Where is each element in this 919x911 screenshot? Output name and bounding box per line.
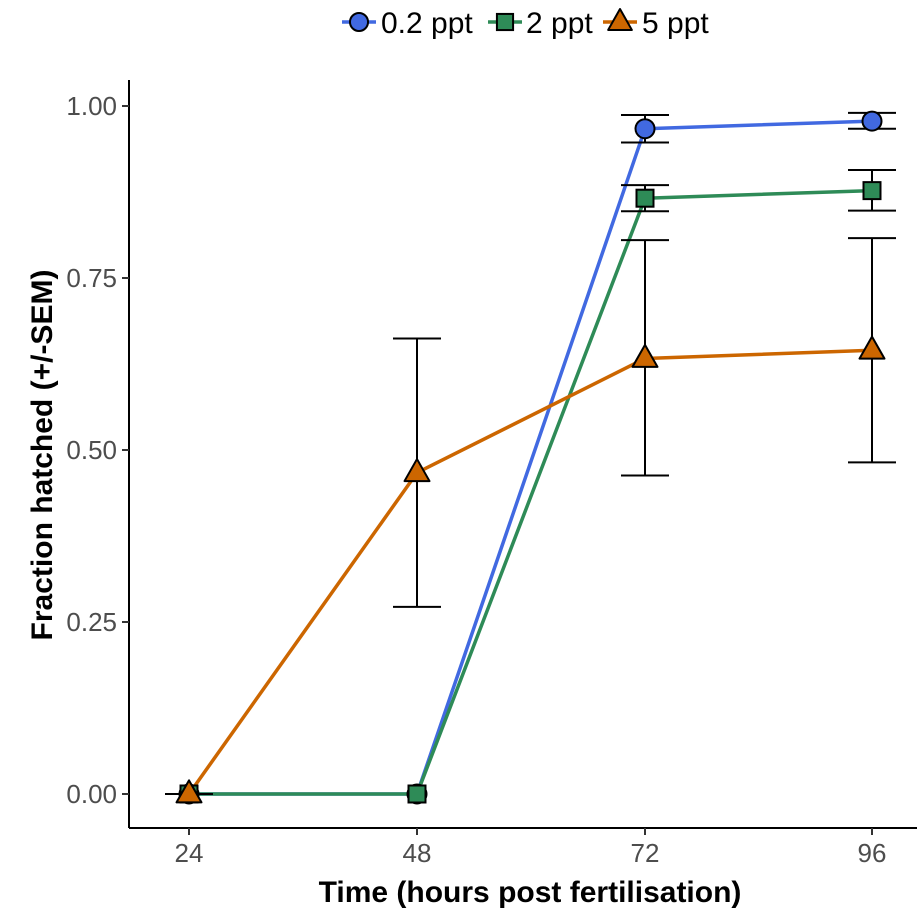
legend-label: 0.2 ppt <box>381 7 473 40</box>
legend-key-marker <box>607 8 633 31</box>
legend-key-marker <box>495 12 515 32</box>
series-lines <box>187 119 873 796</box>
x-axis-title: Time (hours post fertilisation) <box>319 876 742 909</box>
series-line <box>189 188 873 796</box>
data-point <box>403 458 431 483</box>
series-line <box>189 119 873 796</box>
x-tick-label: 24 <box>175 838 204 868</box>
y-axis-title: Fraction hatched (+/-SEM) <box>26 270 59 641</box>
axes: 0.00 0.25 0.50 0.75 1.00 24 48 72 96 <box>66 80 917 868</box>
data-point <box>634 118 656 140</box>
x-tick-label: 48 <box>403 838 432 868</box>
y-tick-label: 0.00 <box>66 779 117 809</box>
x-tick-label: 96 <box>858 838 887 868</box>
y-tick-label: 0.75 <box>66 263 117 293</box>
data-markers <box>175 110 886 805</box>
data-point <box>858 335 886 360</box>
data-point <box>631 343 659 368</box>
data-point <box>862 181 882 201</box>
legend-key-marker <box>348 11 370 33</box>
data-point <box>407 784 427 804</box>
y-tick-label: 1.00 <box>66 91 117 121</box>
legend-label: 2 ppt <box>526 7 593 40</box>
data-point <box>175 779 203 804</box>
data-point <box>861 110 883 132</box>
y-tick-label: 0.50 <box>66 435 117 465</box>
x-tick-label: 72 <box>631 838 660 868</box>
y-tick-label: 0.25 <box>66 607 117 637</box>
series-line <box>187 348 873 796</box>
data-point <box>635 188 655 208</box>
legend-label: 5 ppt <box>642 7 709 40</box>
error-bars <box>165 111 896 795</box>
legend: 0.2 ppt 2 ppt 5 ppt <box>342 7 709 40</box>
